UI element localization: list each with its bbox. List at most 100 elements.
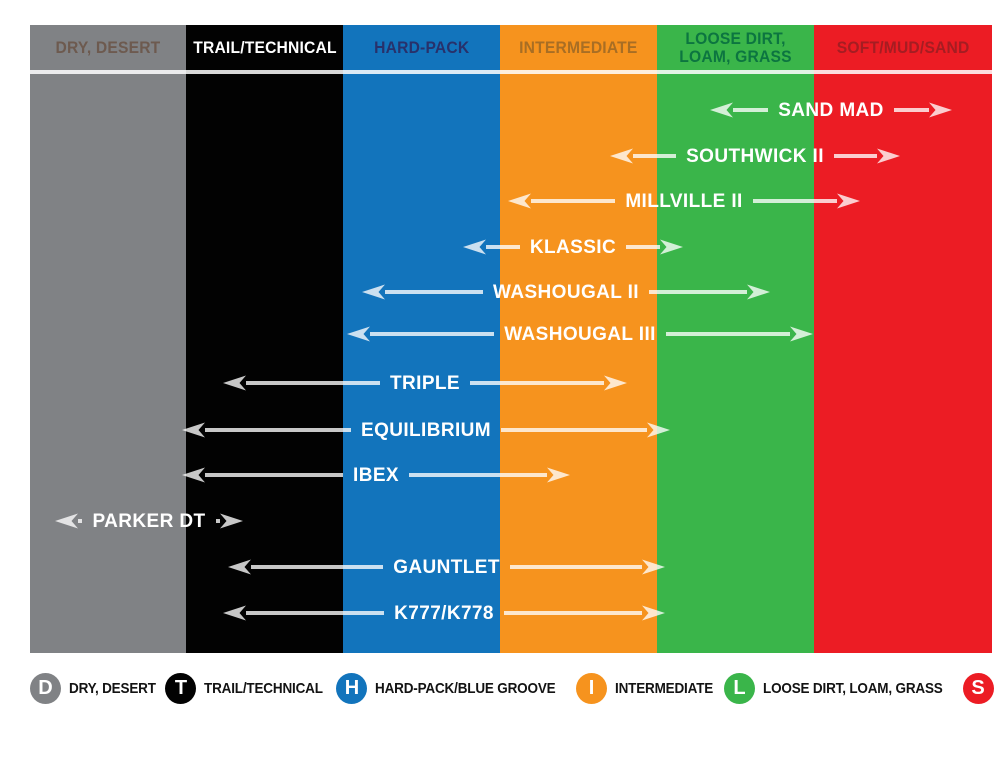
- arrow-right-icon: [929, 102, 952, 118]
- legend-label-intermediate: INTERMEDIATE: [614, 679, 714, 697]
- arrow-shaft: [215, 519, 220, 523]
- arrow-left-icon: [463, 239, 486, 255]
- arrow-shaft: [752, 199, 838, 203]
- arrow-left-icon: [55, 513, 78, 529]
- terrain-column-hard-pack: HARD-PACK: [343, 25, 500, 653]
- legend-item-loose-dirt-loam-grass: L LOOSE DIRT, LOAM, GRASS: [723, 672, 963, 704]
- arrow-shaft: [633, 154, 677, 158]
- arrow-shaft: [626, 245, 661, 249]
- tire-label-gauntlet: GAUNTLET: [393, 556, 500, 578]
- terrain-column-header-label: DRY, DESERT: [55, 38, 161, 58]
- tire-label-sand-mad: SAND MAD: [778, 99, 884, 121]
- tire-label-millville-ii: MILLVILLE II: [625, 190, 743, 212]
- arrow-shaft: [246, 611, 385, 615]
- arrow-left-icon: [710, 102, 733, 118]
- tire-row-sand-mad: SAND MAD: [710, 98, 952, 122]
- terrain-column-trail-technical: TRAIL/TECHNICAL: [186, 25, 343, 653]
- terrain-column-loose-dirt: LOOSE DIRT, LOAM, GRASS: [657, 25, 814, 653]
- legend-badge-d: D: [30, 672, 61, 704]
- arrow-shaft: [385, 290, 484, 294]
- arrow-left-icon: [508, 193, 531, 209]
- arrow-shaft: [469, 381, 604, 385]
- arrow-shaft: [665, 332, 791, 336]
- legend-badge-l: L: [723, 672, 755, 704]
- arrow-right-icon: [647, 422, 671, 438]
- tire-row-equilibrium: EQUILIBRIUM: [182, 418, 671, 442]
- tire-label-washougal-iii: WASHOUGAL III: [504, 323, 656, 345]
- arrow-shaft: [408, 473, 548, 477]
- tire-row-triple: TRIPLE: [223, 371, 627, 395]
- arrow-left-icon: [228, 559, 251, 575]
- legend-item-intermediate: I INTERMEDIATE: [575, 672, 724, 704]
- tire-label-southwick-ii: SOUTHWICK II: [686, 145, 824, 167]
- terrain-column-dry-desert: DRY, DESERT: [30, 25, 186, 653]
- legend-label-hard-pack-blue-groove: HARD-PACK/BLUE GROOVE: [375, 679, 556, 697]
- terrain-column-header-soft-mud-sand: SOFT/MUD/SAND: [814, 25, 992, 71]
- header-divider-line: [30, 70, 992, 74]
- arrow-right-icon: [660, 239, 684, 255]
- legend-label-trail-technical: TRAIL/TECHNICAL: [204, 679, 324, 697]
- terrain-column-header-loose-dirt: LOOSE DIRT, LOAM, GRASS: [657, 25, 814, 71]
- arrow-shaft: [503, 611, 643, 615]
- terrain-column-header-intermediate: INTERMEDIATE: [500, 25, 657, 71]
- arrow-left-icon: [223, 375, 246, 391]
- terrain-column-header-label: TRAIL/TECHNICAL: [192, 38, 337, 58]
- arrow-shaft: [78, 519, 83, 523]
- arrow-right-icon: [220, 513, 243, 529]
- arrow-shaft: [205, 428, 351, 432]
- terrain-column-header-dry-desert: DRY, DESERT: [30, 25, 186, 71]
- legend-badge-t: T: [165, 672, 197, 704]
- arrow-left-icon: [182, 422, 205, 438]
- tire-row-parker-dt: PARKER DT: [55, 509, 243, 533]
- tire-row-klassic: KLASSIC: [463, 235, 684, 259]
- arrow-left-icon: [223, 605, 246, 621]
- arrow-right-icon: [604, 375, 627, 391]
- tire-label-washougal-ii: WASHOUGAL II: [493, 281, 639, 303]
- arrow-shaft: [733, 108, 769, 112]
- legend: D DRY, DESERT T TRAIL/TECHNICAL H HARD-PACK/B…: [30, 672, 994, 704]
- arrow-shaft: [370, 332, 495, 336]
- terrain-column-header-hard-pack: HARD-PACK: [343, 25, 500, 71]
- legend-item-hard-pack-blue-groove: H HARD-PACK/BLUE GROOVE: [336, 672, 576, 704]
- terrain-column-header-label: INTERMEDIATE: [519, 38, 638, 58]
- terrain-column-header-trail-technical: TRAIL/TECHNICAL: [186, 25, 343, 71]
- arrow-shaft: [501, 428, 648, 432]
- legend-item-trail-technical: T TRAIL/TECHNICAL: [165, 672, 336, 704]
- terrain-column-header-label: HARD-PACK: [373, 38, 470, 58]
- legend-badge-h: H: [336, 672, 368, 704]
- tire-label-parker-dt: PARKER DT: [92, 510, 206, 532]
- terrain-column-intermediate: INTERMEDIATE: [500, 25, 657, 653]
- arrow-left-icon: [347, 326, 370, 342]
- tire-row-southwick-ii: SOUTHWICK II: [610, 144, 901, 168]
- legend-badge-i: I: [575, 672, 607, 704]
- tire-row-gauntlet: GAUNTLET: [228, 555, 666, 579]
- arrow-right-icon: [642, 605, 666, 621]
- arrow-shaft: [531, 199, 616, 203]
- tire-row-millville-ii: MILLVILLE II: [508, 189, 861, 213]
- tire-label-klassic: KLASSIC: [529, 236, 617, 258]
- tire-label-ibex: IBEX: [353, 464, 399, 486]
- legend-label-dry-desert: DRY, DESERT: [69, 679, 156, 697]
- arrow-right-icon: [547, 467, 571, 483]
- arrow-right-icon: [642, 559, 666, 575]
- tire-label-triple: TRIPLE: [390, 372, 460, 394]
- arrow-shaft: [833, 154, 878, 158]
- terrain-column-header-label: LOOSE DIRT, LOAM, GRASS: [679, 29, 792, 66]
- arrow-left-icon: [362, 284, 385, 300]
- arrow-shaft: [205, 473, 344, 477]
- tire-row-washougal-ii: WASHOUGAL II: [362, 280, 770, 304]
- arrow-right-icon: [837, 193, 861, 209]
- arrow-shaft: [509, 565, 643, 569]
- legend-item-dry-desert: D DRY, DESERT: [30, 672, 165, 704]
- arrow-shaft: [486, 245, 520, 249]
- arrow-right-icon: [877, 148, 901, 164]
- arrow-left-icon: [610, 148, 633, 164]
- arrow-shaft: [893, 108, 929, 112]
- terrain-column-soft-mud-sand: SOFT/MUD/SAND: [814, 25, 992, 653]
- arrow-right-icon: [747, 284, 770, 300]
- arrow-left-icon: [182, 467, 205, 483]
- tire-row-ibex: IBEX: [182, 463, 571, 487]
